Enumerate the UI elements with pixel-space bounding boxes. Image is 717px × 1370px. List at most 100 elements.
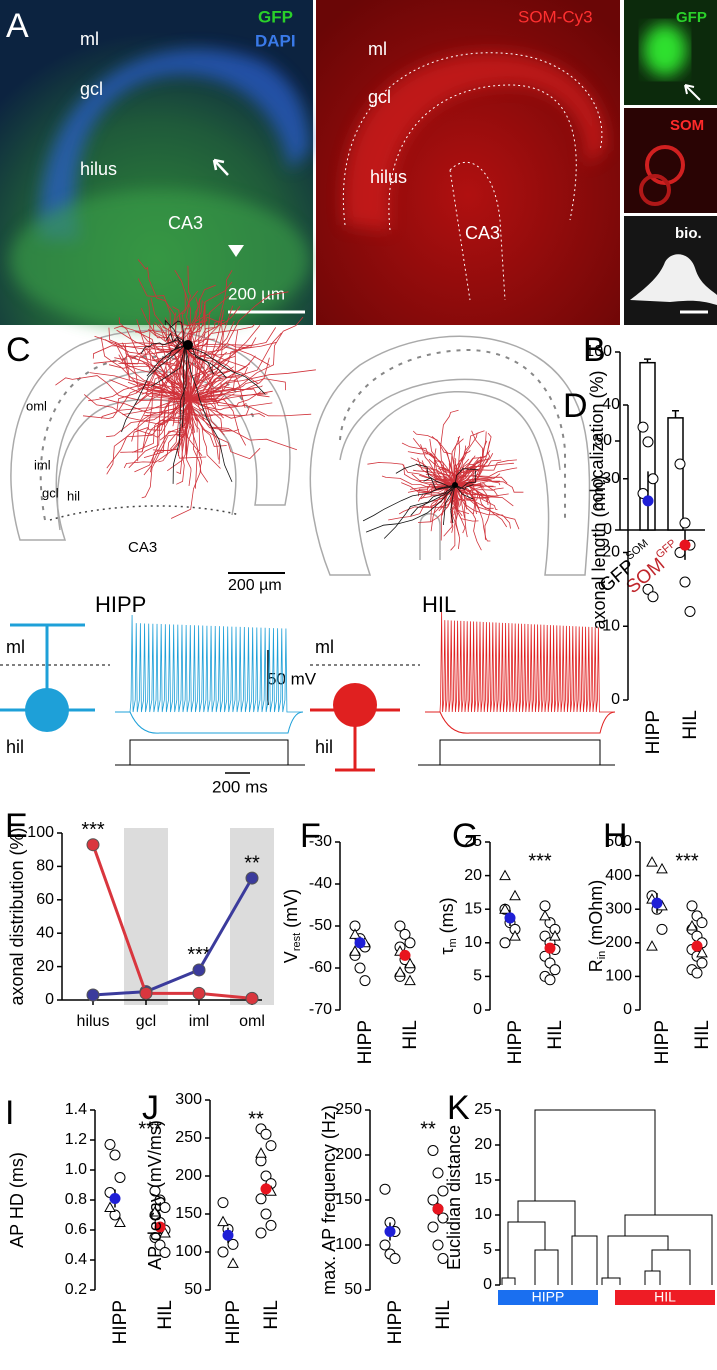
data-point	[114, 1216, 126, 1227]
significance: **	[420, 1118, 436, 1140]
dendrogram-tree	[501, 1109, 713, 1285]
x-tick-label: HIPP	[643, 710, 664, 754]
point	[139, 986, 153, 1000]
neurite	[454, 484, 520, 530]
data-point	[255, 1147, 267, 1158]
neurite	[88, 383, 191, 402]
y-tick-label: 150	[335, 1191, 362, 1208]
y-axis-label: Rin (mOhm)	[586, 880, 608, 973]
mean	[222, 1229, 234, 1241]
neurite	[184, 349, 212, 401]
data-point	[549, 964, 561, 976]
data-point	[646, 856, 658, 867]
x-tick-label: HIPP	[385, 1300, 406, 1344]
label: GFP	[258, 7, 293, 26]
series-line	[92, 877, 254, 997]
y-tick-label: 25	[474, 1101, 492, 1118]
label: hil	[67, 488, 80, 503]
neurite	[160, 349, 186, 415]
neurite	[154, 321, 186, 351]
data-point	[437, 1212, 449, 1224]
data-point	[686, 919, 698, 931]
y-axis-label-part: R	[586, 959, 606, 972]
group-label: HIPP	[532, 1289, 565, 1305]
panel-letter: J	[142, 1089, 159, 1127]
y-tick-label: 500	[605, 833, 632, 850]
y-tick-label: 5	[483, 1241, 492, 1258]
neurite	[189, 291, 289, 401]
dotted	[49, 505, 241, 521]
neurite	[108, 349, 186, 369]
dg-outline	[309, 335, 591, 576]
arrow	[684, 84, 701, 101]
panel-letter: B	[583, 331, 606, 369]
data-point	[109, 1149, 121, 1161]
y-tick-label: 250	[175, 1129, 202, 1146]
neurite	[184, 348, 243, 359]
neurite	[184, 344, 227, 379]
neurite	[189, 352, 205, 401]
neurite	[454, 431, 487, 486]
gfp-cell	[643, 24, 687, 76]
data-point	[217, 1246, 229, 1258]
significance: ***	[138, 1118, 162, 1140]
gcl-band	[39, 48, 310, 240]
neurite	[407, 484, 456, 493]
neurite	[453, 459, 456, 486]
x-tick-label: oml	[239, 1013, 265, 1030]
neurite	[134, 399, 191, 438]
panel-letter: K	[447, 1089, 470, 1127]
ca3-outline	[419, 513, 441, 560]
cell-type: HIPP	[95, 592, 146, 617]
neurite	[168, 312, 186, 352]
neurite	[177, 398, 191, 438]
data-point	[679, 517, 691, 529]
data-point	[656, 923, 668, 935]
data-point	[104, 1201, 116, 1212]
y-tick-label: 50	[184, 1281, 202, 1298]
neurite	[454, 483, 485, 489]
mean	[354, 937, 366, 949]
label: 200 µm	[228, 577, 282, 594]
neurite	[187, 305, 241, 401]
neurite	[454, 484, 511, 529]
y-tick-label: 100	[335, 1236, 362, 1253]
neurite	[419, 484, 456, 499]
neurite	[109, 379, 191, 401]
data-point	[260, 1208, 272, 1220]
voltage-trace	[115, 614, 303, 713]
neurite	[118, 348, 186, 365]
neurite	[189, 399, 312, 417]
label: iml	[34, 457, 51, 472]
label: hil	[315, 737, 333, 757]
neurite	[189, 357, 270, 401]
mean	[384, 1226, 396, 1237]
label: hil	[6, 737, 24, 757]
neurite	[454, 484, 482, 551]
data-point	[379, 1239, 391, 1251]
panel-letter: D	[563, 387, 588, 425]
neurite	[450, 484, 456, 524]
point	[245, 871, 259, 885]
y-tick-label: 0	[611, 691, 620, 708]
neurite	[184, 312, 211, 353]
y-axis-label: AP HD (ms)	[7, 1152, 27, 1248]
label: SOM-Cy3	[518, 7, 593, 26]
neurite	[189, 384, 229, 401]
data-point	[217, 1215, 229, 1227]
y-tick-label: 300	[605, 900, 632, 917]
mean	[432, 1203, 444, 1215]
x-tick-label: hilus	[77, 1013, 110, 1030]
label: ml	[368, 39, 387, 59]
neurite	[121, 344, 186, 433]
data-point	[539, 909, 551, 921]
panel-letter: I	[5, 1094, 14, 1132]
data-point	[265, 1140, 277, 1152]
neurite	[454, 453, 494, 486]
data-point	[427, 1145, 439, 1156]
neurite	[381, 475, 456, 488]
panel-c: C oml iml gcl hil CA3 200 µm	[6, 259, 591, 594]
data-point	[437, 1253, 449, 1264]
data-point	[255, 1193, 267, 1205]
